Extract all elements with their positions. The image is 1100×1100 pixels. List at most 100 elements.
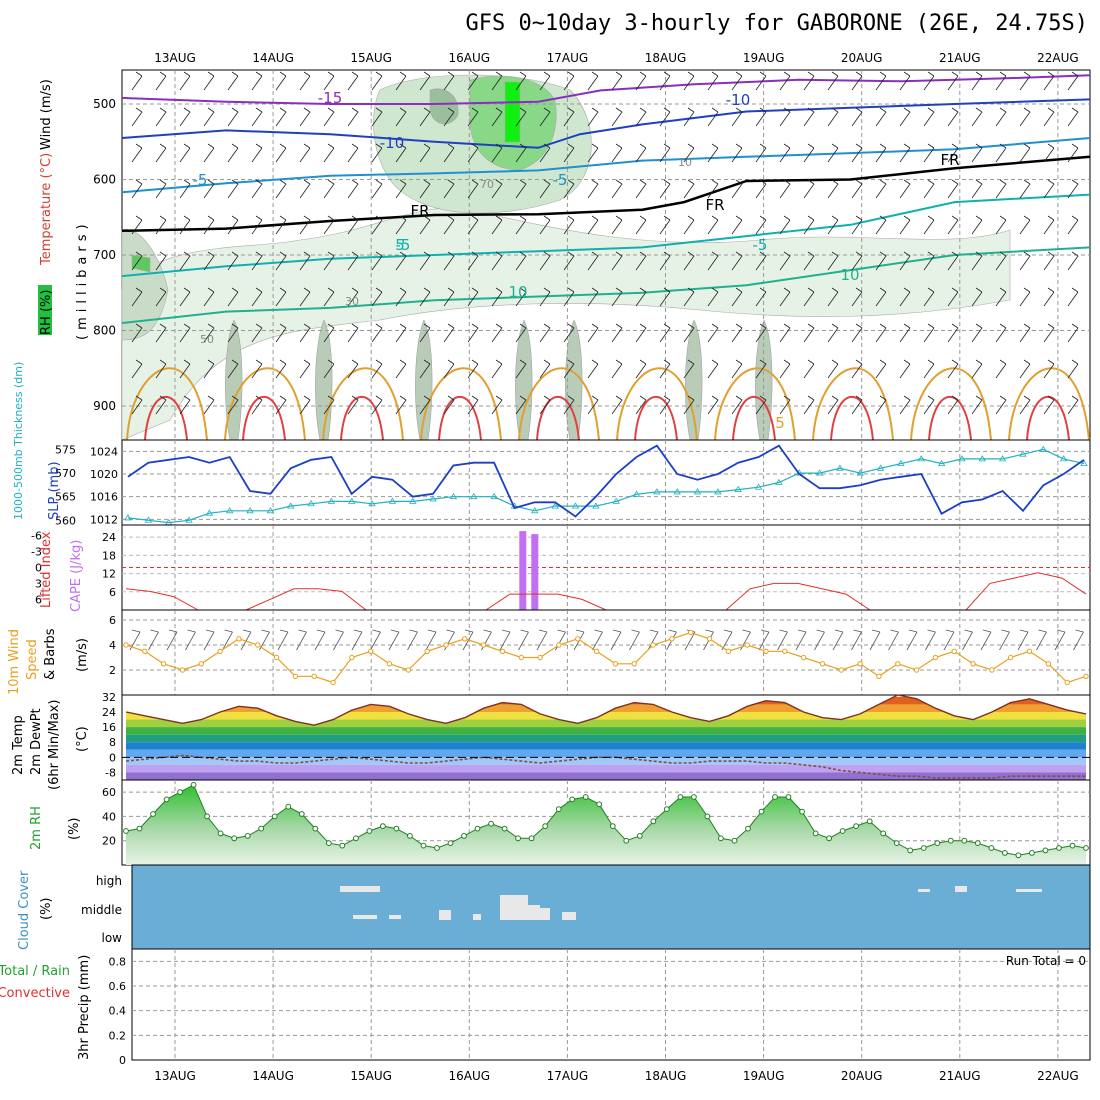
wind-barb xyxy=(851,359,863,379)
rh-point xyxy=(555,806,562,812)
wind-barb xyxy=(203,323,215,343)
wind-barb xyxy=(947,179,959,199)
surface-barb xyxy=(1054,629,1066,651)
wind-barb xyxy=(371,323,383,343)
rh-contour-label: 50 xyxy=(200,333,214,346)
wind-barb xyxy=(947,395,959,415)
wind-barb xyxy=(995,251,1007,271)
wind-speed-line xyxy=(125,631,1087,684)
contour-label: FR xyxy=(940,151,959,169)
thickness-marker xyxy=(1059,455,1068,462)
thickness-marker xyxy=(225,507,234,514)
slp-tick-label: 1024 xyxy=(90,445,118,458)
bottom-date-label: 17AUG xyxy=(547,1069,589,1083)
temp-band xyxy=(126,712,1086,720)
wind-barb xyxy=(899,251,911,271)
wind-barb xyxy=(1019,71,1031,91)
rh-point xyxy=(1083,845,1089,851)
wind-point xyxy=(688,629,694,636)
rh-contour-label: 30 xyxy=(345,295,359,308)
wind-point xyxy=(669,636,675,642)
warm-contour xyxy=(1008,367,1090,441)
precip-tick-label: 0.8 xyxy=(109,955,127,968)
wind-barb xyxy=(731,323,743,343)
contour-label: -5 xyxy=(753,236,768,254)
wind-barb xyxy=(491,323,503,343)
wind-barb xyxy=(635,323,647,343)
rh-ylabel: 2m RH xyxy=(29,806,44,850)
wind-barb xyxy=(923,215,935,235)
wind-barb xyxy=(587,287,599,307)
wind-point xyxy=(160,661,167,667)
rh-point xyxy=(704,813,711,820)
cloud-level-label: middle xyxy=(81,903,122,917)
contour-label: -15 xyxy=(318,89,343,107)
wind-point xyxy=(179,667,186,673)
precip-grid xyxy=(132,949,1090,1060)
temp-tick-label: 24 xyxy=(102,706,116,719)
thickness-marker xyxy=(388,497,397,504)
wind-barb xyxy=(539,395,551,415)
surface-barb xyxy=(277,629,289,651)
wind-barb xyxy=(899,395,911,415)
wind-barb xyxy=(731,251,743,271)
thickness-marker xyxy=(998,455,1007,462)
wind-barb xyxy=(1019,395,1031,415)
wind-barb xyxy=(563,323,575,343)
wind-barb xyxy=(467,251,479,271)
rh-point xyxy=(988,845,995,851)
thickness-marker xyxy=(246,507,254,514)
cape-tick-label: 24 xyxy=(102,531,116,544)
wind-barb xyxy=(587,215,599,235)
wind-barb xyxy=(203,107,215,127)
wind-barb xyxy=(515,179,527,199)
wind-barb xyxy=(1043,71,1055,91)
wind-barb xyxy=(1043,323,1055,343)
wind-barb xyxy=(275,287,287,307)
wind-barb xyxy=(347,251,359,271)
surface-barb xyxy=(721,629,733,651)
wind-barb xyxy=(323,107,335,127)
rh-contour-label: 10 xyxy=(678,156,692,169)
wind-barb xyxy=(1019,251,1031,271)
wind-barb xyxy=(923,359,935,379)
wind-barb xyxy=(155,143,167,163)
wind-barb xyxy=(323,323,335,343)
wind-barb xyxy=(635,359,647,379)
wind-barb xyxy=(1067,179,1079,199)
wind-point xyxy=(311,673,317,679)
wind-barb xyxy=(803,107,815,127)
rh-region xyxy=(121,207,1011,441)
surface-barb xyxy=(203,629,215,651)
rh-point xyxy=(880,830,887,837)
wind-barb xyxy=(203,251,215,271)
wind-barb xyxy=(755,215,767,235)
wind-barb xyxy=(827,215,839,235)
wind-barb xyxy=(683,71,695,91)
rh-streak xyxy=(565,319,583,441)
upper-y-axis: 500 600 700 800 900 xyxy=(93,97,116,413)
wind-point xyxy=(857,661,863,667)
wind-point xyxy=(631,661,637,667)
bottom-date-label: 13AUG xyxy=(154,1069,196,1083)
wind-barb xyxy=(515,359,527,379)
surface-barb xyxy=(647,629,659,651)
wind-barb xyxy=(875,143,887,163)
wind-barb xyxy=(515,323,527,343)
cloud-level-label: low xyxy=(102,931,123,945)
precip-ylabel-1: Total / Rain xyxy=(0,964,70,979)
wind-barb xyxy=(371,179,383,199)
wind-barb xyxy=(467,395,479,415)
temp-band xyxy=(126,719,1086,728)
wind-barb xyxy=(203,179,215,199)
temp-band xyxy=(126,727,1086,735)
surface-barb xyxy=(370,629,381,651)
wind-barb xyxy=(899,179,911,199)
wind-point xyxy=(970,661,976,667)
wind-barb xyxy=(491,359,503,379)
wind-barb xyxy=(947,215,959,235)
wind-barb xyxy=(275,71,287,91)
rh-point xyxy=(907,847,914,854)
wind-barb xyxy=(323,359,335,379)
rh-point xyxy=(934,840,941,846)
